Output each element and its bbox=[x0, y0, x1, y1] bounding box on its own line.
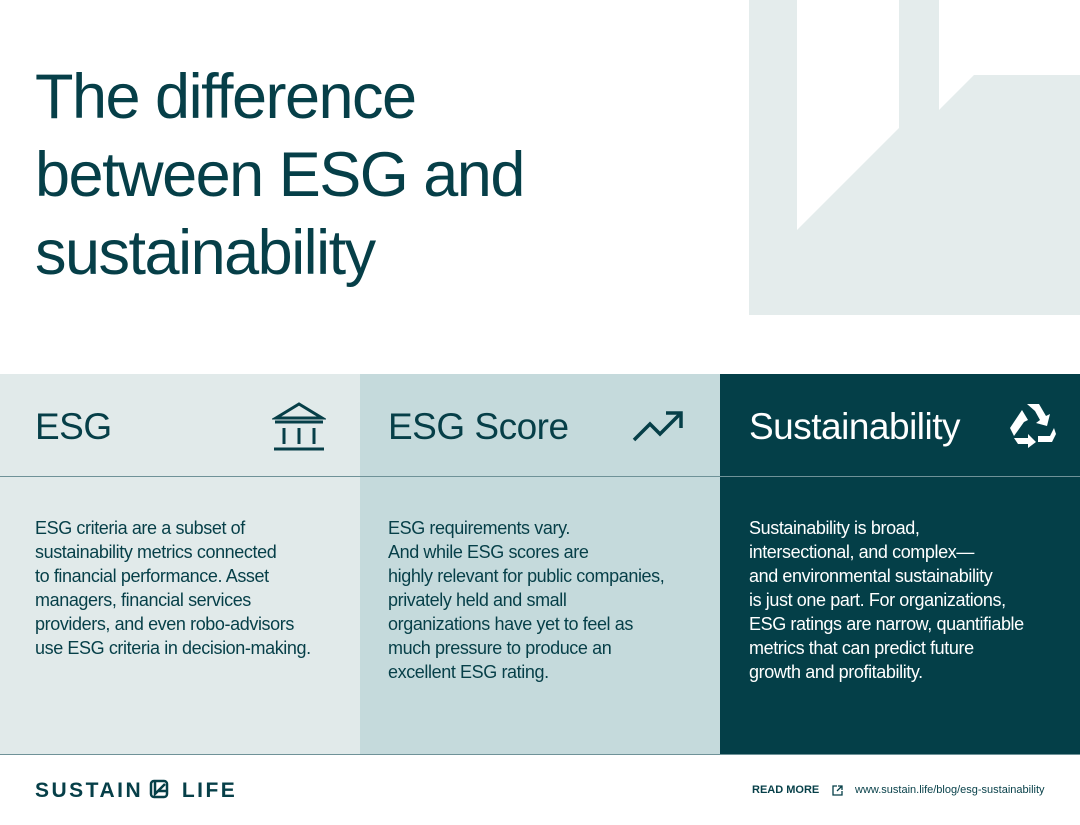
body-line: ESG criteria are a subset of bbox=[35, 518, 245, 538]
logo-icon bbox=[150, 779, 169, 799]
column-heading: ESG bbox=[35, 406, 112, 447]
body-line: managers, financial services bbox=[35, 590, 251, 610]
column-header: ESG bbox=[0, 374, 360, 477]
logo: SUSTAIN LIFE bbox=[35, 779, 237, 803]
read-more[interactable]: READ MORE bbox=[752, 784, 820, 796]
column-heading: Sustainability bbox=[749, 406, 961, 447]
column-heading: ESG Score bbox=[388, 406, 569, 447]
body-line: ESG ratings are narrow, quantifiable bbox=[749, 614, 1024, 634]
body-line: intersectional, and complex— bbox=[749, 542, 974, 562]
body-line: metrics that can predict future bbox=[749, 638, 974, 658]
recycle-icon bbox=[1010, 404, 1056, 448]
column-body: Sustainability is broad, intersectional, … bbox=[749, 516, 1024, 684]
column: ESG ESG criteria are a subset of sustaina… bbox=[0, 374, 360, 754]
column-header: Sustainability bbox=[720, 374, 1080, 477]
body-line: ESG requirements vary. bbox=[388, 518, 570, 538]
body-line: Sustainability is broad, bbox=[749, 518, 920, 538]
column-body: ESG criteria are a subset of sustainabili… bbox=[35, 516, 311, 660]
body-line: to financial performance. Asset bbox=[35, 566, 269, 586]
column: Sustainability Sustainability is broad, i… bbox=[720, 374, 1080, 754]
column-header: ESG Score bbox=[360, 374, 720, 477]
body-line: And while ESG scores are bbox=[388, 542, 589, 562]
url-link[interactable]: www.sustain.life/blog/esg-sustainability bbox=[855, 784, 1045, 796]
body-line: sustainability metrics connected bbox=[35, 542, 277, 562]
body-line: growth and profitability. bbox=[749, 662, 923, 682]
logo-text: LIFE bbox=[181, 779, 238, 802]
body-line: excellent ESG rating. bbox=[388, 662, 549, 682]
bank-icon bbox=[272, 402, 326, 451]
external-link-icon bbox=[832, 785, 843, 796]
body-line: and environmental sustainability bbox=[749, 566, 993, 586]
body-line: much pressure to produce an bbox=[388, 638, 612, 658]
trend-icon bbox=[632, 411, 683, 442]
body-line: providers, and even robo-advisors bbox=[35, 614, 294, 634]
column: ESG Score ESG requirements vary. And whil… bbox=[360, 374, 720, 754]
body-line: use ESG criteria in decision-making. bbox=[35, 638, 311, 658]
body-line: organizations have yet to feel as bbox=[388, 614, 633, 634]
footer: SUSTAIN LIFE READ MORE www.sustain.life/… bbox=[0, 754, 1080, 825]
body-line: privately held and small bbox=[388, 590, 567, 610]
title: The difference between ESG and sustainab… bbox=[35, 62, 525, 288]
body-line: highly relevant for public companies, bbox=[388, 566, 665, 586]
body-line: is just one part. For organizations, bbox=[749, 590, 1006, 610]
decor-logo bbox=[749, 0, 1080, 315]
logo-text: SUSTAIN bbox=[35, 779, 144, 802]
column-body: ESG requirements vary. And while ESG scor… bbox=[388, 516, 665, 684]
